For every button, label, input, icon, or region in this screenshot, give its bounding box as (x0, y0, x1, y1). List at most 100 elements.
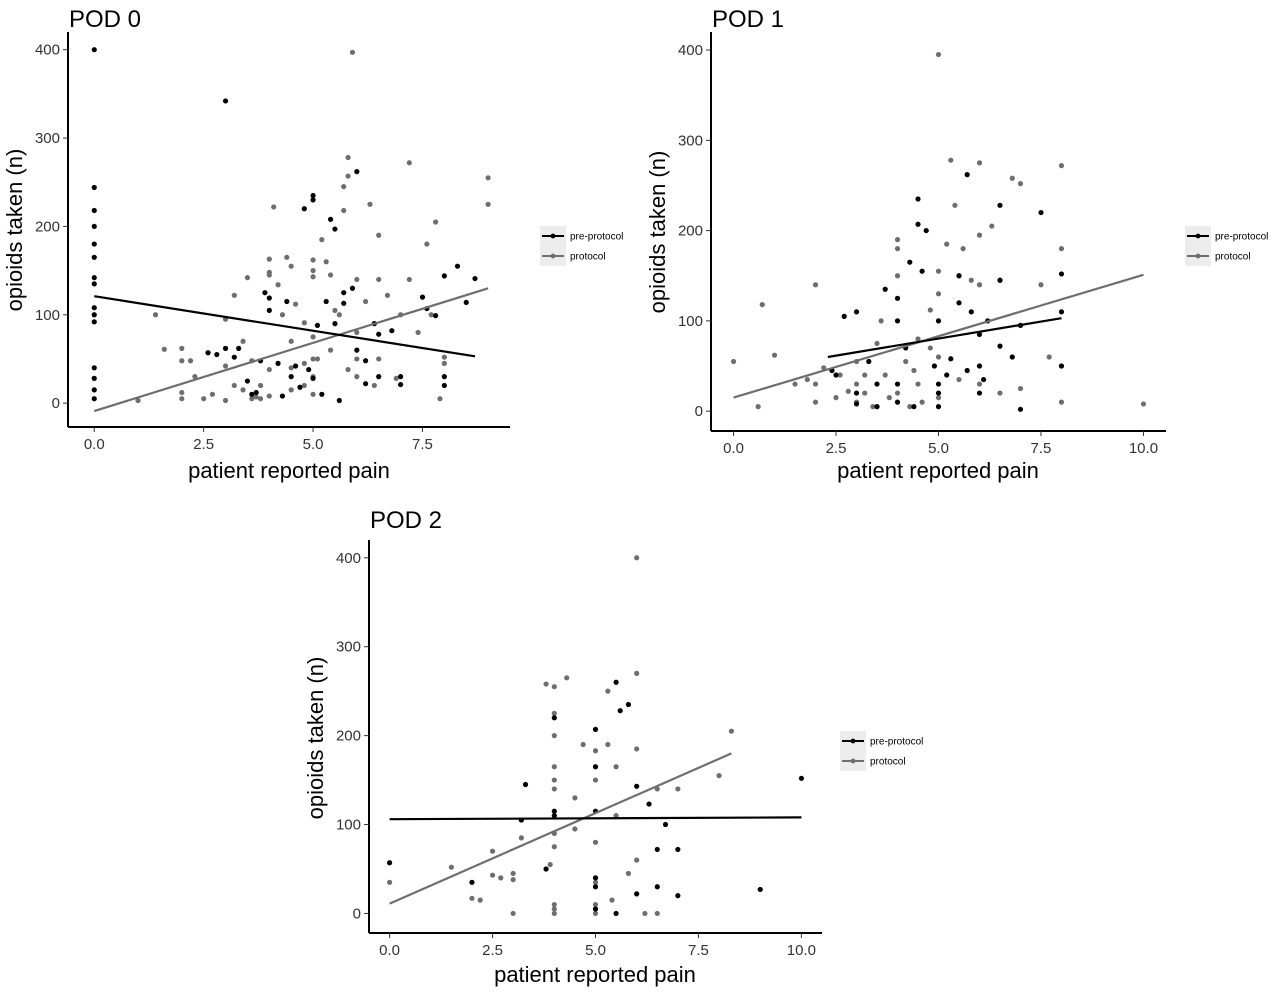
point-protocol (327, 272, 334, 278)
point-protocol (878, 318, 884, 324)
point-pre-protocol (91, 275, 97, 281)
x-axis-label: patient reported pain (837, 458, 1039, 483)
point-pre-protocol (253, 389, 259, 396)
point-pre-protocol (915, 221, 921, 227)
point-protocol (551, 901, 557, 908)
point-pre-protocol (948, 356, 954, 362)
point-pre-protocol (613, 910, 619, 917)
point-protocol (960, 246, 966, 252)
point-protocol (354, 374, 360, 380)
legend-label-pre-protocol: pre-protocol (870, 737, 923, 748)
y-tick-label: 200 (678, 223, 703, 240)
plot-area: 0 100 200 300 400 0.0 2.5 5.0 7.5 10.0 (678, 32, 1166, 457)
point-pre-protocol (923, 227, 929, 234)
point-protocol (376, 276, 382, 283)
point-protocol (310, 391, 316, 397)
x-tick-label: 7.5 (412, 436, 433, 453)
point-protocol (882, 372, 888, 378)
point-protocol (792, 381, 798, 387)
point-protocol (605, 688, 611, 694)
point-protocol (336, 312, 342, 318)
point-protocol (349, 49, 356, 55)
point-pre-protocol (592, 875, 599, 881)
point-protocol (976, 381, 983, 387)
point-protocol (222, 397, 229, 404)
point-pre-protocol (1038, 209, 1044, 216)
point-pre-protocol (454, 263, 461, 269)
point-protocol (310, 257, 316, 263)
point-protocol (976, 282, 983, 288)
point-protocol (384, 292, 391, 298)
x-tick-label: 7.5 (688, 942, 709, 959)
point-protocol (613, 813, 619, 819)
point-pre-protocol (646, 801, 652, 807)
point-pre-protocol (332, 226, 338, 232)
point-pre-protocol (894, 318, 901, 324)
x-tick-label: 2.5 (193, 436, 214, 453)
point-pre-protocol (362, 381, 369, 387)
point-pre-protocol (894, 381, 901, 387)
point-pre-protocol (997, 343, 1003, 349)
point-protocol (362, 298, 369, 305)
y-tick-label: 400 (336, 550, 361, 567)
point-protocol (592, 748, 599, 754)
point-pre-protocol (336, 397, 342, 404)
point-pre-protocol (284, 298, 290, 305)
x-tick-label: 5.0 (303, 436, 324, 453)
point-pre-protocol (323, 298, 329, 305)
point-protocol (275, 282, 281, 288)
point-pre-protocol (91, 312, 97, 318)
point-protocol (759, 302, 765, 308)
point-pre-protocol (592, 764, 599, 770)
point-protocol (907, 404, 913, 410)
y-axis-label: opioids taken (n) (303, 657, 328, 820)
point-pre-protocol (231, 354, 237, 360)
y-tick-label: 400 (678, 42, 703, 59)
point-pre-protocol (853, 390, 860, 396)
point-pre-protocol (654, 884, 660, 890)
point-protocol (323, 259, 329, 265)
point-protocol (903, 358, 909, 365)
point-protocol (837, 372, 843, 378)
point-pre-protocol (935, 390, 942, 396)
point-protocol (231, 382, 237, 389)
point-protocol (551, 684, 557, 690)
point-protocol (179, 345, 185, 351)
plot-area: 0 100 200 300 400 0.0 2.5 5.0 7.5 10.0 (336, 540, 822, 959)
point-pre-protocol (249, 391, 255, 397)
point-protocol (489, 848, 496, 854)
point-protocol (634, 857, 640, 863)
point-protocol (367, 201, 373, 207)
point-protocol (428, 312, 434, 318)
point-protocol (755, 404, 761, 410)
legend-point-protocol (1195, 253, 1201, 259)
point-protocol (592, 839, 599, 845)
point-protocol (301, 382, 307, 389)
point-protocol (564, 675, 570, 681)
legend-point-protocol (850, 758, 856, 764)
point-protocol (288, 365, 294, 371)
point-pre-protocol (911, 404, 917, 410)
legend-key-background (840, 731, 866, 771)
point-pre-protocol (964, 172, 970, 178)
point-protocol (288, 338, 294, 344)
point-protocol (393, 375, 399, 381)
point-protocol (976, 232, 983, 238)
legend-point-protocol (550, 253, 556, 259)
point-protocol (730, 358, 737, 365)
point-protocol (485, 201, 491, 207)
legend-point-pre-protocol (850, 738, 856, 744)
point-pre-protocol (956, 300, 962, 306)
y-tick-label: 0 (695, 403, 703, 420)
legend: pre-protocol protocol (840, 731, 923, 771)
x-axis-label: patient reported pain (494, 962, 696, 987)
point-pre-protocol (617, 708, 623, 714)
point-protocol (833, 394, 839, 401)
point-protocol (222, 363, 229, 369)
x-tick-label: 2.5 (482, 942, 503, 959)
legend-label-protocol: protocol (1215, 252, 1251, 263)
point-pre-protocol (397, 374, 404, 380)
point-protocol (279, 312, 286, 318)
point-protocol (543, 681, 549, 687)
